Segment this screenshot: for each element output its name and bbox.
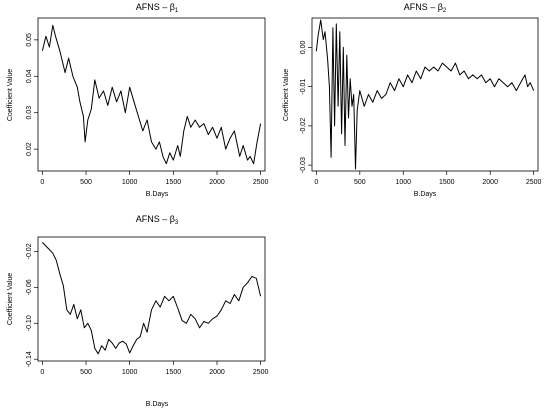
chart-title-main: AFNS – β <box>136 214 175 224</box>
chart-panel-3: AFNS – β3 0 500 1000 1500 2000 2500 -0.02 -0.06 -… <box>7 214 269 408</box>
x-axis-label: B.Days <box>146 401 169 408</box>
y-tick-label: -0.01 <box>300 79 307 95</box>
x-tick-label: 2500 <box>526 179 542 186</box>
plot-frame <box>37 17 266 172</box>
x-tick-label: 500 <box>354 179 366 186</box>
chart-title-subscript: 2 <box>443 8 447 14</box>
x-tick-label: 2000 <box>209 369 225 376</box>
y-tick-label: 0.00 <box>300 41 307 55</box>
chart-title: AFNS – β3 <box>136 214 179 226</box>
plot-frame <box>37 236 266 362</box>
series-line <box>315 19 535 170</box>
x-tick-label: 1000 <box>395 179 411 186</box>
y-tick-label: -0.06 <box>26 279 33 295</box>
x-tick-label: 0 <box>40 369 44 376</box>
x-tick-label: 2000 <box>482 179 498 186</box>
chart-title: AFNS – β1 <box>136 2 179 14</box>
y-axis-label: Coefficient Value <box>7 273 14 325</box>
y-tick-label: 0.02 <box>26 142 33 156</box>
x-tick-label: 1000 <box>122 179 138 186</box>
y-tick-label: -0.10 <box>26 315 33 331</box>
y-tick-label: -0.14 <box>26 351 33 367</box>
x-tick-label: 500 <box>80 369 92 376</box>
y-axis-label: Coefficient Value <box>283 69 290 121</box>
y-tick-label: -0.02 <box>300 118 307 134</box>
x-tick-label: 0 <box>314 179 318 186</box>
plot-frame <box>311 17 539 172</box>
chart-panel-2: AFNS – β2 0 500 1000 1500 2000 2500 0.00 -0.01 -0… <box>283 2 542 198</box>
x-tick-label: 1500 <box>166 179 182 186</box>
x-tick-label: 1000 <box>122 369 138 376</box>
x-tick-label: 1500 <box>166 369 182 376</box>
x-tick-label: 1500 <box>439 179 455 186</box>
y-axis-label: Coefficient Value <box>7 69 14 121</box>
series-line <box>42 242 262 355</box>
x-tick-label: 2000 <box>209 179 225 186</box>
chart-title-subscript: 1 <box>175 8 179 14</box>
chart-panel-1: AFNS – β1 0 500 1000 1500 2000 2500 0.02 0.03 0.0… <box>7 2 269 198</box>
x-tick-label: 0 <box>40 179 44 186</box>
chart-title: AFNS – β2 <box>404 2 447 14</box>
y-tick-label: 0.05 <box>26 33 33 47</box>
y-tick-label: 0.03 <box>26 106 33 120</box>
chart-title-main: AFNS – β <box>136 2 175 12</box>
chart-title-main: AFNS – β <box>404 2 443 12</box>
y-tick-label: -0.03 <box>300 157 307 173</box>
y-tick-label: 0.04 <box>26 69 33 83</box>
chart-title-subscript: 3 <box>175 220 179 226</box>
series-line <box>41 24 262 165</box>
x-axis-label: B.Days <box>146 191 169 198</box>
x-tick-label: 500 <box>80 179 92 186</box>
y-tick-label: -0.02 <box>26 243 33 259</box>
x-tick-label: 2500 <box>253 179 269 186</box>
x-tick-label: 2500 <box>253 369 269 376</box>
x-axis-label: B.Days <box>414 191 437 198</box>
